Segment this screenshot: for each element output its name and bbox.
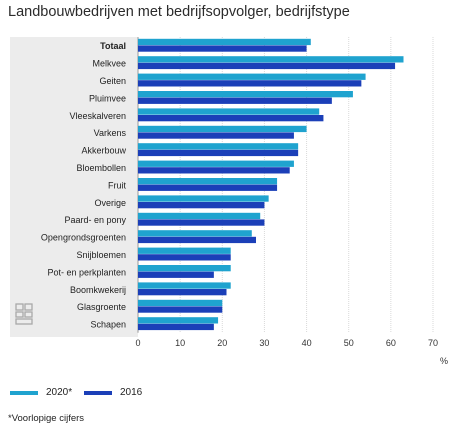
chart-title: Landbouwbedrijven met bedrijfsopvolger, …	[8, 4, 350, 20]
x-tick-label-60: 60	[386, 338, 396, 348]
bar-2020-3[interactable]	[138, 91, 353, 98]
bar-2016-2[interactable]	[138, 80, 362, 87]
category-label-1: Melkvee	[92, 59, 126, 69]
bar-2020-0[interactable]	[138, 38, 311, 46]
bar-2016-3[interactable]	[138, 97, 332, 104]
bar-2016-13[interactable]	[138, 271, 214, 278]
category-label-8: Fruit	[108, 180, 126, 190]
bar-2016-11[interactable]	[138, 236, 256, 244]
x-tick-label-50: 50	[344, 338, 354, 348]
cbs-logo-icon	[15, 303, 33, 325]
category-label-11: Opengrondsgroenten	[41, 233, 126, 243]
bar-2020-7[interactable]	[138, 160, 294, 167]
bar-2016-5[interactable]	[138, 132, 294, 139]
x-tick-label-20: 20	[217, 338, 227, 348]
bar-2020-11[interactable]	[138, 230, 252, 237]
category-labels: Totaal Melkvee Geiten Pluimvee Vleeskalveren…	[41, 41, 127, 329]
category-label-12: Snijbloemen	[76, 250, 126, 260]
bar-2020-14[interactable]	[138, 282, 231, 289]
bar-2020-15[interactable]	[138, 299, 223, 307]
bar-2020-6[interactable]	[138, 143, 299, 150]
x-tick-labels: 0 10 20 30 40 50 60 70	[135, 338, 438, 348]
bar-2016-6[interactable]	[138, 149, 299, 157]
footnote: *Voorlopige cijfers	[8, 413, 85, 424]
bar-2020-10[interactable]	[138, 212, 261, 220]
category-label-3: Pluimvee	[89, 93, 126, 103]
category-label-9: Overige	[94, 198, 126, 208]
category-label-2: Geiten	[99, 76, 126, 86]
legend-swatch-2020	[10, 391, 38, 395]
legend-label-2020: 2020*	[46, 387, 73, 398]
category-label-0: Totaal	[100, 41, 126, 51]
bar-2020-8[interactable]	[138, 178, 278, 185]
bar-2016-14[interactable]	[138, 289, 227, 296]
bar-2016-4[interactable]	[138, 115, 324, 122]
bar-2020-2[interactable]	[138, 73, 366, 80]
bar-2020-5[interactable]	[138, 125, 307, 133]
bar-2016-0[interactable]	[138, 45, 307, 52]
category-label-4: Vleeskalveren	[69, 111, 126, 121]
bar-2016-7[interactable]	[138, 167, 290, 174]
bar-2016-1[interactable]	[138, 62, 396, 70]
x-tick-label-70: 70	[428, 338, 438, 348]
bar-2020-1[interactable]	[138, 56, 404, 63]
x-tick-label-40: 40	[302, 338, 312, 348]
category-label-10: Paard- en pony	[64, 215, 126, 225]
bar-2020-12[interactable]	[138, 247, 231, 254]
bar-2016-15[interactable]	[138, 306, 223, 313]
bar-2020-16[interactable]	[138, 317, 219, 324]
category-label-7: Bloembollen	[76, 163, 126, 173]
x-tick-label-10: 10	[175, 338, 185, 348]
bars	[138, 38, 404, 331]
legend-swatch-2016	[84, 391, 112, 395]
category-label-5: Varkens	[94, 128, 127, 138]
category-panel	[10, 37, 138, 337]
bar-2016-16[interactable]	[138, 323, 214, 331]
bar-2020-13[interactable]	[138, 265, 231, 272]
bar-2016-9[interactable]	[138, 202, 265, 209]
category-label-6: Akkerbouw	[81, 146, 126, 156]
category-label-15: Glasgroente	[77, 302, 126, 312]
x-tick-label-0: 0	[135, 338, 140, 348]
category-label-13: Pot- en perkplanten	[47, 267, 126, 277]
bar-2016-12[interactable]	[138, 254, 231, 261]
x-tick-label-30: 30	[259, 338, 269, 348]
x-axis-unit: %	[440, 356, 449, 366]
bar-2020-4[interactable]	[138, 108, 320, 115]
bar-2016-8[interactable]	[138, 184, 278, 191]
category-label-16: Schapen	[90, 320, 126, 330]
bar-2020-9[interactable]	[138, 195, 269, 202]
bar-2016-10[interactable]	[138, 219, 265, 226]
legend-label-2016: 2016	[120, 387, 143, 398]
category-label-14: Boomkwekerij	[70, 285, 126, 295]
